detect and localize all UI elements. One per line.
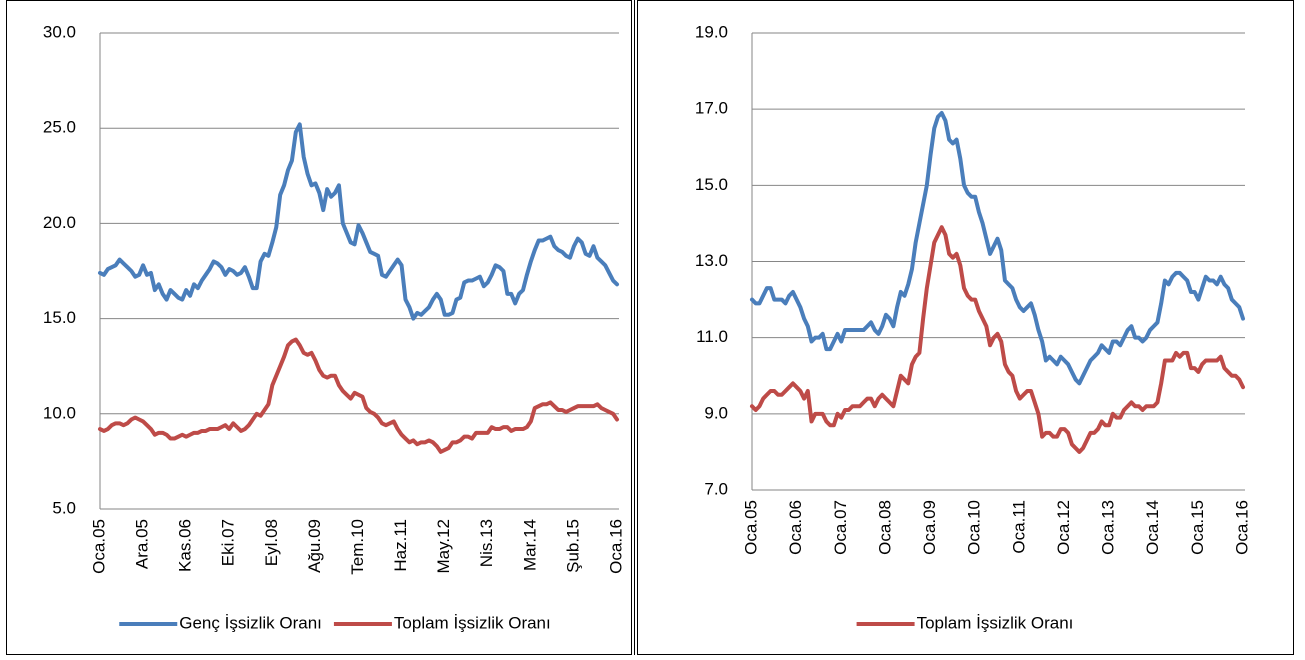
- y-tick-label: 13.0: [695, 251, 728, 270]
- x-tick-label: Oca.16: [606, 519, 625, 574]
- y-tick-label: 20.0: [43, 213, 76, 232]
- legend-label: Genç İşsizlik Oranı: [179, 613, 322, 632]
- y-tick-label: 19.0: [695, 22, 728, 41]
- x-tick-label: Oca.10: [965, 500, 984, 555]
- x-tick-label: Oca.06: [786, 500, 805, 555]
- x-tick-label: Kas.06: [176, 519, 195, 572]
- y-tick-label: 15.0: [43, 308, 76, 327]
- y-tick-label: 15.0: [695, 175, 728, 194]
- series-line: [750, 110, 1245, 386]
- x-tick-label: Oca.15: [1188, 500, 1207, 555]
- y-tick-label: 11.0: [696, 327, 728, 346]
- x-tick-label: Nis.13: [477, 519, 496, 567]
- left-frame: [6, 0, 632, 655]
- legend: Genç İşsizlik Oranı Toplam İşsizlik Oranı: [119, 613, 551, 632]
- x-tick-label: Mar.14: [520, 519, 539, 571]
- y-tick-label: 9.0: [704, 403, 728, 422]
- x-tick-label: Oca.12: [1054, 500, 1073, 555]
- x-tick-label: Ağu.09: [305, 519, 324, 573]
- x-tick-label: Oca.09: [920, 500, 939, 555]
- x-tick-label: Şub.15: [563, 519, 582, 573]
- x-tick-label: Eki.07: [219, 519, 238, 566]
- legend-label: Toplam İşsizlik Oranı: [917, 613, 1074, 632]
- right-frame: [637, 0, 1294, 655]
- y-tick-label: 30.0: [43, 22, 76, 41]
- x-tick-label: Tem.10: [348, 519, 367, 575]
- legend-label: Toplam İşsizlik Oranı: [394, 613, 551, 632]
- x-tick-label: Oca.08: [875, 500, 894, 555]
- legend: Toplam İşsizlik Oranı: [856, 613, 1074, 632]
- x-tick-label: Oca.05: [89, 519, 108, 574]
- x-tick-label: Oca.05: [741, 500, 760, 555]
- x-tick-label: Oca.13: [1099, 500, 1118, 555]
- x-tick-label: Ara.05: [133, 519, 152, 569]
- x-tick-label: Eyl.08: [262, 519, 281, 566]
- x-tick-label: Oca.16: [1232, 500, 1251, 555]
- x-tick-label: Oca.07: [831, 500, 850, 555]
- y-tick-label: 7.0: [704, 479, 728, 498]
- x-tick-label: Oca.11: [1009, 500, 1028, 554]
- y-tick-label: 25.0: [43, 118, 76, 137]
- series-line: [98, 337, 619, 454]
- y-tick-label: 10.0: [43, 403, 76, 422]
- y-tick-label: 17.0: [695, 99, 728, 118]
- x-tick-label: Haz.11: [391, 519, 410, 572]
- series-line: [750, 225, 1245, 454]
- x-tick-label: May.12: [434, 519, 453, 574]
- y-tick-label: 5.0: [52, 498, 76, 517]
- x-tick-label: Oca.14: [1143, 500, 1162, 555]
- series-line: [98, 122, 619, 321]
